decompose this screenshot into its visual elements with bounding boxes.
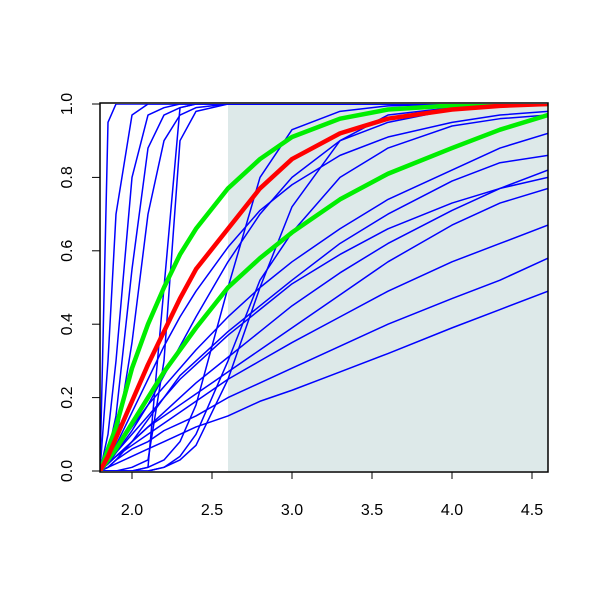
series-line [100,110,548,471]
series-line [100,176,548,471]
series-line [100,104,548,471]
highlight-region [228,104,548,471]
series-line [100,154,548,471]
y-tick-label: 1.0 [59,93,76,115]
series-line [100,104,548,471]
series-line [100,257,548,471]
series-line [100,104,548,471]
series-line [100,187,548,471]
y-tick-label: 0.8 [59,166,76,188]
x-tick-label: 2.5 [201,502,223,519]
x-tick-label: 2.0 [121,502,143,519]
x-tick-label: 4.5 [521,502,543,519]
series-line [100,114,548,471]
y-tick-label: 0.0 [59,460,76,482]
y-tick-label: 0.2 [59,386,76,408]
series-line [100,104,548,471]
x-tick-label: 3.5 [361,502,383,519]
series-line [100,290,548,471]
plot-area [100,104,548,471]
x-tick-label: 3.0 [281,502,303,519]
y-tick-label: 0.6 [59,240,76,262]
series-line [100,104,548,471]
series-line [100,104,548,471]
series-line [100,112,548,471]
y-tick-label: 0.4 [59,313,76,335]
x-tick-label: 4.0 [441,502,463,519]
series-line [100,104,548,471]
plot-frame [99,102,549,473]
